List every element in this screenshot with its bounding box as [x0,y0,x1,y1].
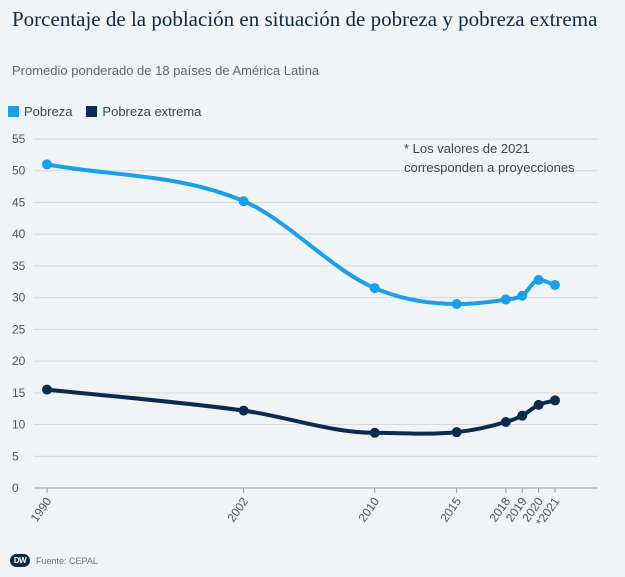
footer: DW Fuente: CEPAL [10,554,98,567]
data-point-pobreza [533,274,544,285]
x-tick-label: 2015 [437,494,464,524]
data-point-pobreza-extrema [517,410,528,421]
data-point-pobreza [550,279,560,290]
projection-note: * Los valores de 2021 corresponden a pro… [404,139,604,177]
data-point-pobreza [517,290,528,301]
y-tick-label: 35 [12,259,26,273]
legend-swatch-pobreza-extrema [86,106,98,117]
dw-logo: DW [10,554,30,567]
data-point-pobreza-extrema [550,395,560,406]
data-point-pobreza-extrema [369,427,380,438]
legend-label-pobreza-extrema: Pobreza extrema [102,104,202,119]
y-tick-label: 25 [12,322,26,336]
data-point-pobreza [369,283,380,294]
data-point-pobreza [238,196,249,207]
chart-title: Porcentaje de la población en situación … [12,7,598,31]
y-tick-label: 5 [12,449,19,463]
y-tick-label: 20 [12,354,26,368]
series-line-pobreza [45,162,557,306]
projection-note-line-2: corresponden a proyecciones [404,160,575,175]
y-tick-label: 10 [12,418,26,432]
data-point-pobreza-extrema [500,417,511,428]
data-point-pobreza [451,298,462,309]
x-tick-label: 1990 [28,494,55,524]
series-line-pobreza-extrema [45,387,557,436]
y-tick-label: 45 [12,195,26,209]
legend-swatch-pobreza [8,106,19,117]
legend-item-pobreza-extrema: Pobreza extrema [86,104,201,119]
y-tick-label: 0 [12,481,19,495]
data-point-pobreza [500,294,511,305]
chart-subtitle: Promedio ponderado de 18 países de Améri… [12,63,320,78]
data-point-pobreza [42,159,52,170]
data-point-pobreza-extrema [42,384,52,395]
data-point-pobreza-extrema [533,399,544,410]
data-point-pobreza-extrema [451,427,462,438]
y-tick-label: 55 [12,132,26,146]
legend-label-pobreza: Pobreza [24,104,73,119]
legend: Pobreza Pobreza extrema [8,104,215,119]
y-tick-label: 15 [12,386,26,400]
y-tick-label: 50 [12,164,26,178]
projection-note-line-1: * Los valores de 2021 [404,141,530,156]
x-tick-label: 2002 [224,494,251,524]
source-label: Fuente: CEPAL [36,555,98,566]
legend-item-pobreza: Pobreza [8,104,72,119]
y-tick-label: 40 [12,227,26,241]
y-tick-label: 30 [12,291,26,305]
data-point-pobreza-extrema [238,405,249,416]
x-tick-label: 2010 [355,494,382,524]
